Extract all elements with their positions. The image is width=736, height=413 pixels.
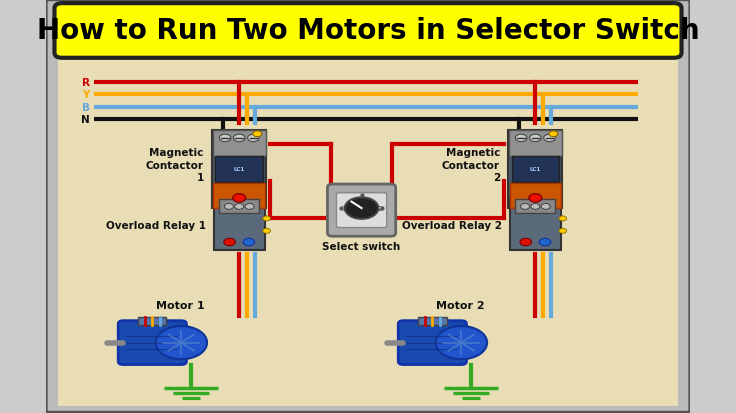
FancyBboxPatch shape <box>216 157 263 182</box>
Text: Magnetic
Contactor
2: Magnetic Contactor 2 <box>442 148 500 183</box>
FancyBboxPatch shape <box>54 4 682 59</box>
Circle shape <box>529 195 542 203</box>
Text: Motor 2: Motor 2 <box>436 301 484 311</box>
Circle shape <box>345 198 378 219</box>
Text: Overload Relay 1: Overload Relay 1 <box>106 220 206 230</box>
FancyBboxPatch shape <box>214 199 265 251</box>
Text: B: B <box>82 102 90 112</box>
Text: 1: 1 <box>342 206 346 211</box>
Circle shape <box>155 326 207 359</box>
Text: Select switch: Select switch <box>322 242 400 252</box>
Text: R: R <box>82 78 90 88</box>
FancyBboxPatch shape <box>509 131 562 157</box>
FancyBboxPatch shape <box>510 199 561 251</box>
Circle shape <box>247 135 259 142</box>
Circle shape <box>243 239 255 246</box>
FancyBboxPatch shape <box>118 321 186 365</box>
Circle shape <box>436 326 487 359</box>
Circle shape <box>515 135 527 142</box>
Circle shape <box>549 131 558 138</box>
Circle shape <box>531 204 540 210</box>
Circle shape <box>520 204 530 210</box>
Text: LC1: LC1 <box>233 167 245 172</box>
FancyBboxPatch shape <box>509 131 562 209</box>
Circle shape <box>219 135 231 142</box>
Text: 2: 2 <box>378 206 382 211</box>
Circle shape <box>245 204 254 210</box>
Circle shape <box>224 204 233 210</box>
Bar <box>418 317 447 325</box>
Circle shape <box>559 229 567 234</box>
FancyBboxPatch shape <box>398 321 467 365</box>
Circle shape <box>263 216 270 221</box>
Circle shape <box>263 229 270 234</box>
Circle shape <box>235 204 244 210</box>
FancyBboxPatch shape <box>213 184 265 209</box>
Circle shape <box>541 204 551 210</box>
Text: LC1: LC1 <box>530 167 541 172</box>
Circle shape <box>520 239 531 246</box>
FancyBboxPatch shape <box>512 157 559 182</box>
Circle shape <box>233 195 246 203</box>
Circle shape <box>224 239 236 246</box>
Text: N: N <box>81 115 90 125</box>
Text: Overload Relay 2: Overload Relay 2 <box>402 220 502 230</box>
Circle shape <box>252 131 262 138</box>
Circle shape <box>530 135 541 142</box>
Circle shape <box>559 216 567 221</box>
FancyBboxPatch shape <box>336 193 386 228</box>
Circle shape <box>544 135 556 142</box>
FancyBboxPatch shape <box>44 0 692 413</box>
Text: Y: Y <box>82 90 90 100</box>
Circle shape <box>539 239 551 246</box>
Bar <box>138 317 166 325</box>
FancyBboxPatch shape <box>213 131 266 157</box>
Circle shape <box>233 135 245 142</box>
FancyBboxPatch shape <box>509 184 561 209</box>
Text: How to Run Two Motors in Selector Switch: How to Run Two Motors in Selector Switch <box>37 17 699 45</box>
FancyBboxPatch shape <box>219 200 259 213</box>
FancyBboxPatch shape <box>212 131 266 209</box>
Text: Motor 1: Motor 1 <box>155 301 204 311</box>
FancyBboxPatch shape <box>328 185 396 237</box>
Text: Magnetic
Contactor
1: Magnetic Contactor 1 <box>146 148 204 183</box>
FancyBboxPatch shape <box>515 200 556 213</box>
